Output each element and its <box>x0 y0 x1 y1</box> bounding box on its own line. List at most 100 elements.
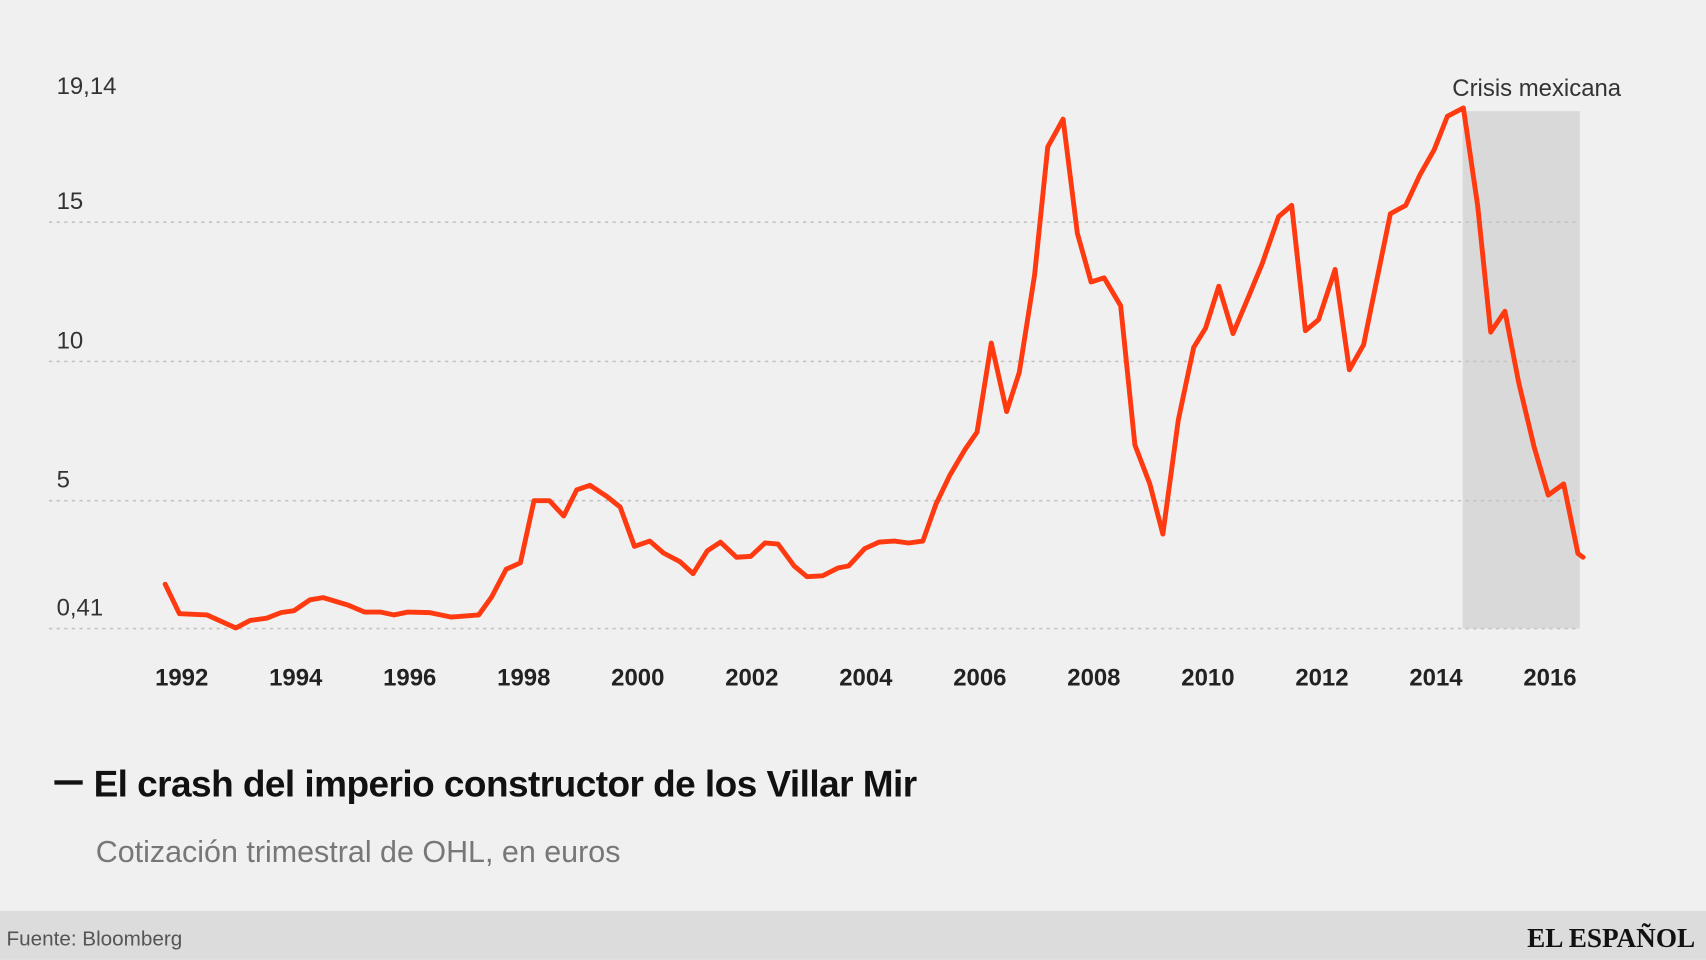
data-point <box>1347 367 1352 372</box>
data-point <box>177 611 182 616</box>
data-point <box>1216 284 1221 289</box>
data-point <box>734 555 739 560</box>
data-point <box>748 554 753 559</box>
data-point <box>1361 342 1366 347</box>
x-tick-label: 1992 <box>155 665 208 692</box>
data-point <box>906 540 911 546</box>
data-point <box>1259 261 1265 267</box>
source-note: Fuente: Bloomberg <box>7 928 183 951</box>
x-tick-label: 2014 <box>1409 665 1463 692</box>
data-point <box>791 563 797 569</box>
data-point <box>1132 442 1138 448</box>
data-point <box>1289 203 1294 208</box>
data-point <box>661 550 666 556</box>
data-point <box>604 494 610 499</box>
data-point <box>1403 203 1408 208</box>
x-tick-label: 2002 <box>725 665 778 692</box>
data-point <box>307 597 313 603</box>
footer-bar <box>0 910 1706 960</box>
data-point <box>1516 380 1521 385</box>
data-point <box>989 340 994 346</box>
data-point <box>1531 444 1537 449</box>
data-point <box>204 612 209 618</box>
x-tick-label: 1998 <box>497 665 550 692</box>
data-points <box>162 105 1586 631</box>
y-tick-label: 19,14 <box>57 73 117 100</box>
data-point <box>427 610 432 615</box>
data-point <box>804 574 810 579</box>
el-espanol-logo: EL ESPAÑOL <box>1527 923 1695 953</box>
data-point <box>531 498 537 503</box>
x-tick-label: 2000 <box>611 665 664 692</box>
data-point <box>449 614 454 620</box>
data-point <box>1101 275 1107 281</box>
y-axis-ticks: 0,41 5 10 15 19,14 <box>57 73 117 622</box>
y-tick-label: 15 <box>57 188 84 215</box>
data-point <box>1432 147 1437 152</box>
data-point <box>762 540 768 546</box>
data-point <box>1032 272 1037 278</box>
data-point <box>1088 279 1094 285</box>
data-point <box>1160 531 1166 537</box>
data-point <box>775 541 781 547</box>
data-point <box>947 473 952 478</box>
y-tick-label: 0,41 <box>57 594 104 621</box>
data-point <box>1176 417 1181 423</box>
data-point <box>1502 309 1508 314</box>
data-point <box>1245 296 1250 301</box>
data-point <box>892 538 897 544</box>
data-point <box>1191 345 1196 350</box>
data-point <box>1332 267 1338 272</box>
data-point <box>1575 551 1581 556</box>
series-line-ohl <box>162 105 1586 631</box>
data-point <box>974 429 980 435</box>
crisis-annotation: Crisis mexicana <box>1452 75 1622 102</box>
data-point <box>320 595 326 600</box>
data-point <box>1060 116 1066 122</box>
data-point <box>705 548 710 553</box>
data-point <box>862 546 867 551</box>
data-point <box>1580 555 1586 560</box>
data-point <box>617 504 623 510</box>
data-point <box>1445 114 1450 119</box>
y-tick-label: 10 <box>57 327 84 354</box>
data-point <box>677 559 683 564</box>
chart-title: El crash del imperio constructor de los … <box>94 764 917 805</box>
data-point <box>1475 203 1480 208</box>
data-point <box>1118 303 1123 308</box>
data-point <box>1373 281 1379 286</box>
x-tick-label: 2006 <box>953 665 1006 692</box>
data-point <box>1230 331 1236 336</box>
data-point <box>362 609 367 615</box>
x-tick-label: 2008 <box>1067 665 1120 692</box>
data-point <box>291 608 297 613</box>
data-point <box>690 571 696 576</box>
data-point <box>1417 172 1423 177</box>
x-tick-label: 2012 <box>1295 665 1348 692</box>
data-point <box>1461 105 1466 111</box>
x-tick-label: 2004 <box>839 665 893 692</box>
x-tick-label: 2016 <box>1523 665 1576 692</box>
data-point <box>1075 231 1080 236</box>
chart-subtitle: Cotización trimestral de OHL, en euros <box>96 835 621 869</box>
data-point <box>962 447 968 452</box>
data-point <box>233 625 239 631</box>
data-point <box>345 602 351 608</box>
data-point <box>518 560 523 565</box>
data-point <box>1045 144 1050 150</box>
data-point <box>574 487 579 492</box>
data-point <box>846 563 851 569</box>
data-point <box>1276 214 1281 219</box>
data-point <box>162 582 168 587</box>
data-point <box>476 612 481 618</box>
data-point <box>632 544 637 549</box>
data-point <box>391 612 396 618</box>
data-point <box>933 501 939 507</box>
data-point <box>264 616 269 621</box>
data-point <box>1017 370 1022 375</box>
data-point <box>1203 325 1208 331</box>
data-point <box>489 594 495 599</box>
x-tick-label: 1996 <box>383 665 436 692</box>
